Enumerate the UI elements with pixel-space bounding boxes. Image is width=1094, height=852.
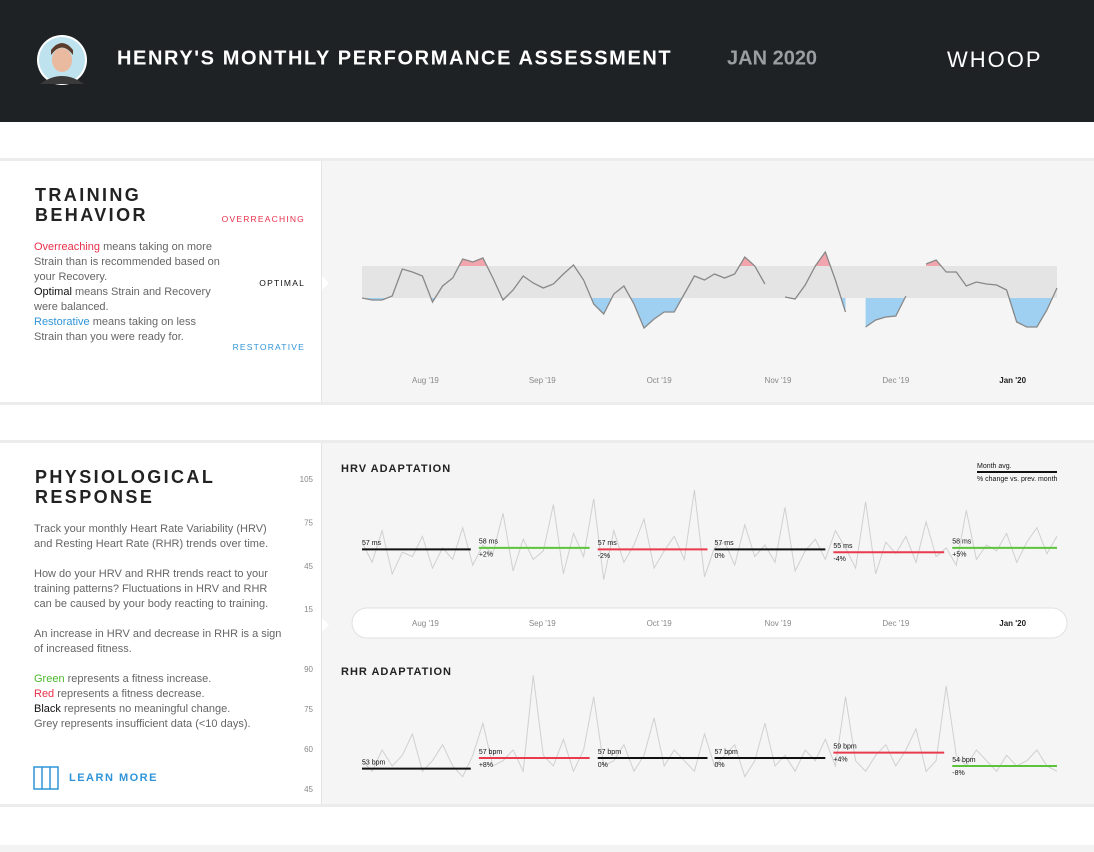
optimal-band	[362, 266, 1057, 298]
avg-label: 57 ms	[362, 540, 382, 547]
card-border	[0, 402, 1094, 405]
paragraph: An increase in HRV and decrease in RHR i…	[34, 628, 282, 655]
month-pill	[351, 607, 1068, 639]
change-label: 0%	[715, 762, 725, 769]
header-period: JAN 2020	[727, 47, 817, 69]
avatar-hair	[51, 43, 73, 55]
text: represents a fitness decrease.	[54, 688, 205, 700]
description: Overreaching means taking on more Strain…	[34, 240, 220, 345]
paragraph: Track your monthly Heart Rate Variabilit…	[34, 523, 269, 550]
section-title: TRAINING BEHAVIOR	[35, 185, 148, 225]
change-label: +4%	[833, 757, 847, 764]
y-tick-label: 45	[304, 785, 313, 794]
avatar-shirt	[40, 76, 84, 84]
section-title: PHYSIOLOGICAL RESPONSE	[35, 467, 215, 507]
y-tick-label: 15	[304, 605, 313, 614]
y-tick-label: 90	[304, 665, 313, 674]
card-border	[0, 804, 1094, 807]
card-border	[0, 440, 1094, 443]
x-tick-label: Sep '19	[529, 376, 556, 385]
avg-label: 58 ms	[479, 539, 499, 546]
text: means Strain and Recovery were balanced.	[34, 286, 211, 313]
change-label: -8%	[952, 770, 964, 777]
x-tick-label: Nov '19	[765, 376, 792, 385]
header-title: HENRY'S MONTHLY PERFORMANCE ASSESSMENT	[117, 47, 672, 69]
card-border	[0, 158, 1094, 161]
text: means taking on less Strain than you wer…	[34, 316, 197, 343]
y-tick-label: 105	[300, 475, 314, 484]
term: Red	[34, 688, 55, 700]
y-tick-label: 60	[304, 745, 313, 754]
term: Green	[34, 673, 65, 685]
learn-icon	[33, 766, 59, 790]
x-tick-label: Sep '19	[529, 619, 556, 628]
term: Black	[34, 703, 61, 715]
learn-more[interactable]: LEARN MORE	[69, 772, 158, 784]
y-tick-label: 75	[304, 705, 313, 714]
text: Grey represents insufficient data (<10 d…	[34, 718, 251, 730]
divider	[321, 443, 322, 804]
avg-label: 58 ms	[952, 539, 972, 546]
strain-line	[361, 250, 1058, 330]
avg-label: 57 ms	[715, 540, 735, 547]
legend-note: % change vs. prev. month	[977, 476, 1058, 483]
x-tick-label: Jan '20	[999, 619, 1026, 628]
daily-line	[361, 675, 1058, 778]
change-label: 0%	[598, 762, 608, 769]
chart-title: HRV ADAPTATION	[341, 463, 451, 475]
change-label: +8%	[479, 762, 493, 769]
brand: WHOOP	[947, 47, 1043, 72]
pointer	[322, 618, 329, 632]
x-tick-label: Jan '20	[999, 376, 1026, 385]
avg-label: 54 bpm	[952, 757, 976, 764]
x-tick-label: Oct '19	[647, 619, 673, 628]
description: Track your monthly Heart Rate Variabilit…	[34, 522, 284, 732]
x-tick-label: Dec '19	[882, 619, 909, 628]
change-label: +2%	[479, 552, 493, 559]
x-tick-label: Aug '19	[412, 376, 439, 385]
paragraph: How do your HRV and RHR trends react to …	[34, 568, 269, 610]
pointer	[322, 276, 329, 290]
restorative-area	[362, 298, 1057, 328]
y-tick-label: 45	[304, 562, 313, 571]
x-tick-label: Dec '19	[882, 376, 909, 385]
avg-label: 57 ms	[598, 540, 618, 547]
change-label: -4%	[833, 556, 845, 563]
zone-label: OPTIMAL	[259, 278, 305, 288]
term: Restorative	[34, 316, 90, 328]
text: represents no meaningful change.	[60, 703, 231, 715]
text: means taking on more Strain than is reco…	[34, 241, 220, 283]
avg-label: 57 bpm	[598, 749, 622, 756]
change-label: +5%	[952, 552, 966, 559]
avg-label: 55 ms	[833, 543, 853, 550]
avg-label: 57 bpm	[715, 749, 739, 756]
term: Optimal	[34, 286, 72, 298]
y-tick-label: 75	[304, 518, 313, 527]
text: represents a fitness increase.	[64, 673, 212, 685]
header-bar	[0, 0, 1094, 122]
x-tick-label: Oct '19	[647, 376, 673, 385]
chart-title: RHR ADAPTATION	[341, 666, 452, 678]
divider	[321, 161, 322, 402]
avg-label: 53 bpm	[362, 760, 386, 767]
x-tick-label: Nov '19	[765, 619, 792, 628]
change-label: -2%	[598, 553, 610, 560]
footer-strip	[0, 845, 1094, 852]
change-label: 0%	[715, 553, 725, 560]
avg-label: 57 bpm	[479, 749, 503, 756]
avatar-face	[52, 48, 72, 72]
zone-label: RESTORATIVE	[232, 342, 305, 352]
avg-label: 59 bpm	[833, 744, 857, 751]
x-tick-label: Aug '19	[412, 619, 439, 628]
zone-label: OVERREACHING	[221, 214, 305, 224]
term: Overreaching	[34, 241, 101, 253]
legend-title: Month avg.	[977, 463, 1012, 470]
